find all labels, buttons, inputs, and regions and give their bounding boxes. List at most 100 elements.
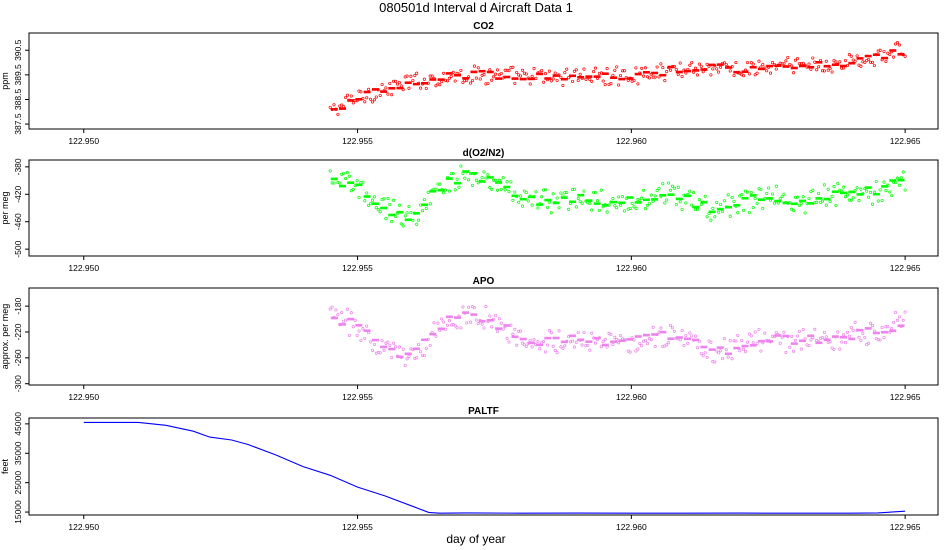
data-point bbox=[344, 95, 348, 100]
data-point bbox=[774, 67, 778, 71]
data-point bbox=[455, 326, 459, 330]
data-point bbox=[592, 70, 596, 74]
data-point bbox=[767, 186, 771, 190]
data-point bbox=[469, 320, 473, 324]
data-point bbox=[870, 60, 875, 64]
data-point bbox=[534, 190, 538, 194]
data-point bbox=[478, 77, 482, 81]
data-point bbox=[347, 333, 351, 337]
data-point bbox=[370, 348, 375, 352]
data-point bbox=[747, 72, 751, 76]
data-point bbox=[755, 201, 759, 205]
data-point bbox=[467, 178, 471, 182]
data-point bbox=[520, 68, 525, 72]
data-point bbox=[517, 200, 521, 204]
data-point bbox=[659, 326, 663, 330]
data-point bbox=[559, 345, 563, 349]
data-point bbox=[590, 208, 594, 212]
data-point bbox=[444, 188, 448, 192]
data-point bbox=[417, 218, 421, 222]
data-point bbox=[419, 350, 423, 354]
y-tick-label: -420 bbox=[13, 186, 23, 203]
data-point bbox=[659, 62, 663, 66]
data-point bbox=[503, 68, 507, 72]
data-point bbox=[330, 305, 334, 309]
data-point bbox=[459, 68, 463, 72]
data-point bbox=[549, 211, 553, 215]
data-point bbox=[419, 86, 423, 90]
data-point bbox=[515, 70, 519, 75]
data-point bbox=[415, 71, 419, 75]
data-point bbox=[403, 214, 407, 218]
data-point bbox=[895, 41, 900, 45]
data-point bbox=[636, 347, 640, 351]
data-point bbox=[670, 326, 675, 330]
data-point bbox=[840, 340, 844, 344]
data-point bbox=[738, 349, 742, 353]
data-point bbox=[536, 339, 540, 344]
data-point bbox=[528, 338, 532, 342]
data-point bbox=[442, 320, 446, 324]
data-point bbox=[574, 340, 578, 344]
data-point bbox=[701, 70, 705, 74]
data-point bbox=[434, 334, 438, 338]
data-point bbox=[734, 339, 738, 343]
data-point bbox=[643, 207, 648, 211]
data-point bbox=[361, 327, 365, 331]
panels: CO2 ppm 122.950 122.955 122.960 122.965 387.5 3… bbox=[0, 21, 939, 532]
data-point bbox=[486, 173, 490, 177]
data-point bbox=[363, 336, 367, 340]
data-point bbox=[463, 176, 467, 180]
data-point bbox=[876, 338, 880, 342]
data-point bbox=[380, 82, 384, 87]
x-tick-label: 122.955 bbox=[342, 522, 373, 532]
data-point bbox=[718, 202, 723, 206]
data-point bbox=[365, 191, 369, 195]
data-point bbox=[470, 183, 475, 187]
data-point bbox=[757, 327, 761, 331]
data-point bbox=[709, 340, 713, 344]
data-point bbox=[528, 82, 532, 86]
data-point bbox=[761, 63, 765, 67]
data-point bbox=[494, 72, 498, 76]
data-point bbox=[668, 323, 673, 328]
data-point bbox=[597, 208, 601, 212]
data-point bbox=[401, 224, 405, 228]
data-point bbox=[730, 357, 734, 361]
data-point bbox=[595, 199, 600, 203]
data-point bbox=[774, 184, 778, 188]
data-point bbox=[363, 199, 367, 203]
data-point bbox=[611, 197, 615, 201]
data-point bbox=[570, 79, 575, 83]
data-point bbox=[551, 77, 555, 81]
data-point bbox=[903, 310, 907, 314]
data-point bbox=[449, 171, 453, 176]
y-tick-label: -300 bbox=[13, 375, 23, 392]
data-point bbox=[724, 62, 728, 67]
data-point bbox=[699, 351, 703, 356]
data-point bbox=[801, 61, 805, 65]
data-point bbox=[484, 305, 488, 309]
data-point bbox=[668, 68, 673, 72]
data-point bbox=[511, 198, 515, 202]
data-point bbox=[665, 70, 669, 74]
data-point bbox=[361, 180, 365, 184]
data-point bbox=[380, 339, 384, 343]
data-point bbox=[465, 321, 469, 325]
data-point bbox=[768, 71, 773, 75]
data-point bbox=[634, 349, 638, 353]
y-axis-label: per meg bbox=[0, 191, 10, 224]
data-point bbox=[799, 201, 803, 205]
data-point bbox=[582, 189, 586, 193]
data-point bbox=[715, 349, 719, 353]
data-point bbox=[815, 200, 819, 204]
y-axis-label: approx. per meg bbox=[0, 304, 10, 370]
data-point bbox=[534, 76, 538, 80]
data-point bbox=[690, 203, 694, 207]
data-point bbox=[390, 355, 394, 359]
data-point bbox=[728, 339, 732, 343]
data-point bbox=[753, 330, 757, 334]
data-point bbox=[853, 320, 857, 324]
data-point bbox=[859, 187, 863, 191]
data-point bbox=[428, 74, 432, 78]
